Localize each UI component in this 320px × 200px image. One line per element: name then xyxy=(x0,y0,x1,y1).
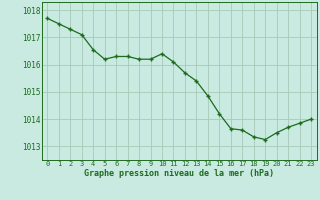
X-axis label: Graphe pression niveau de la mer (hPa): Graphe pression niveau de la mer (hPa) xyxy=(84,169,274,178)
